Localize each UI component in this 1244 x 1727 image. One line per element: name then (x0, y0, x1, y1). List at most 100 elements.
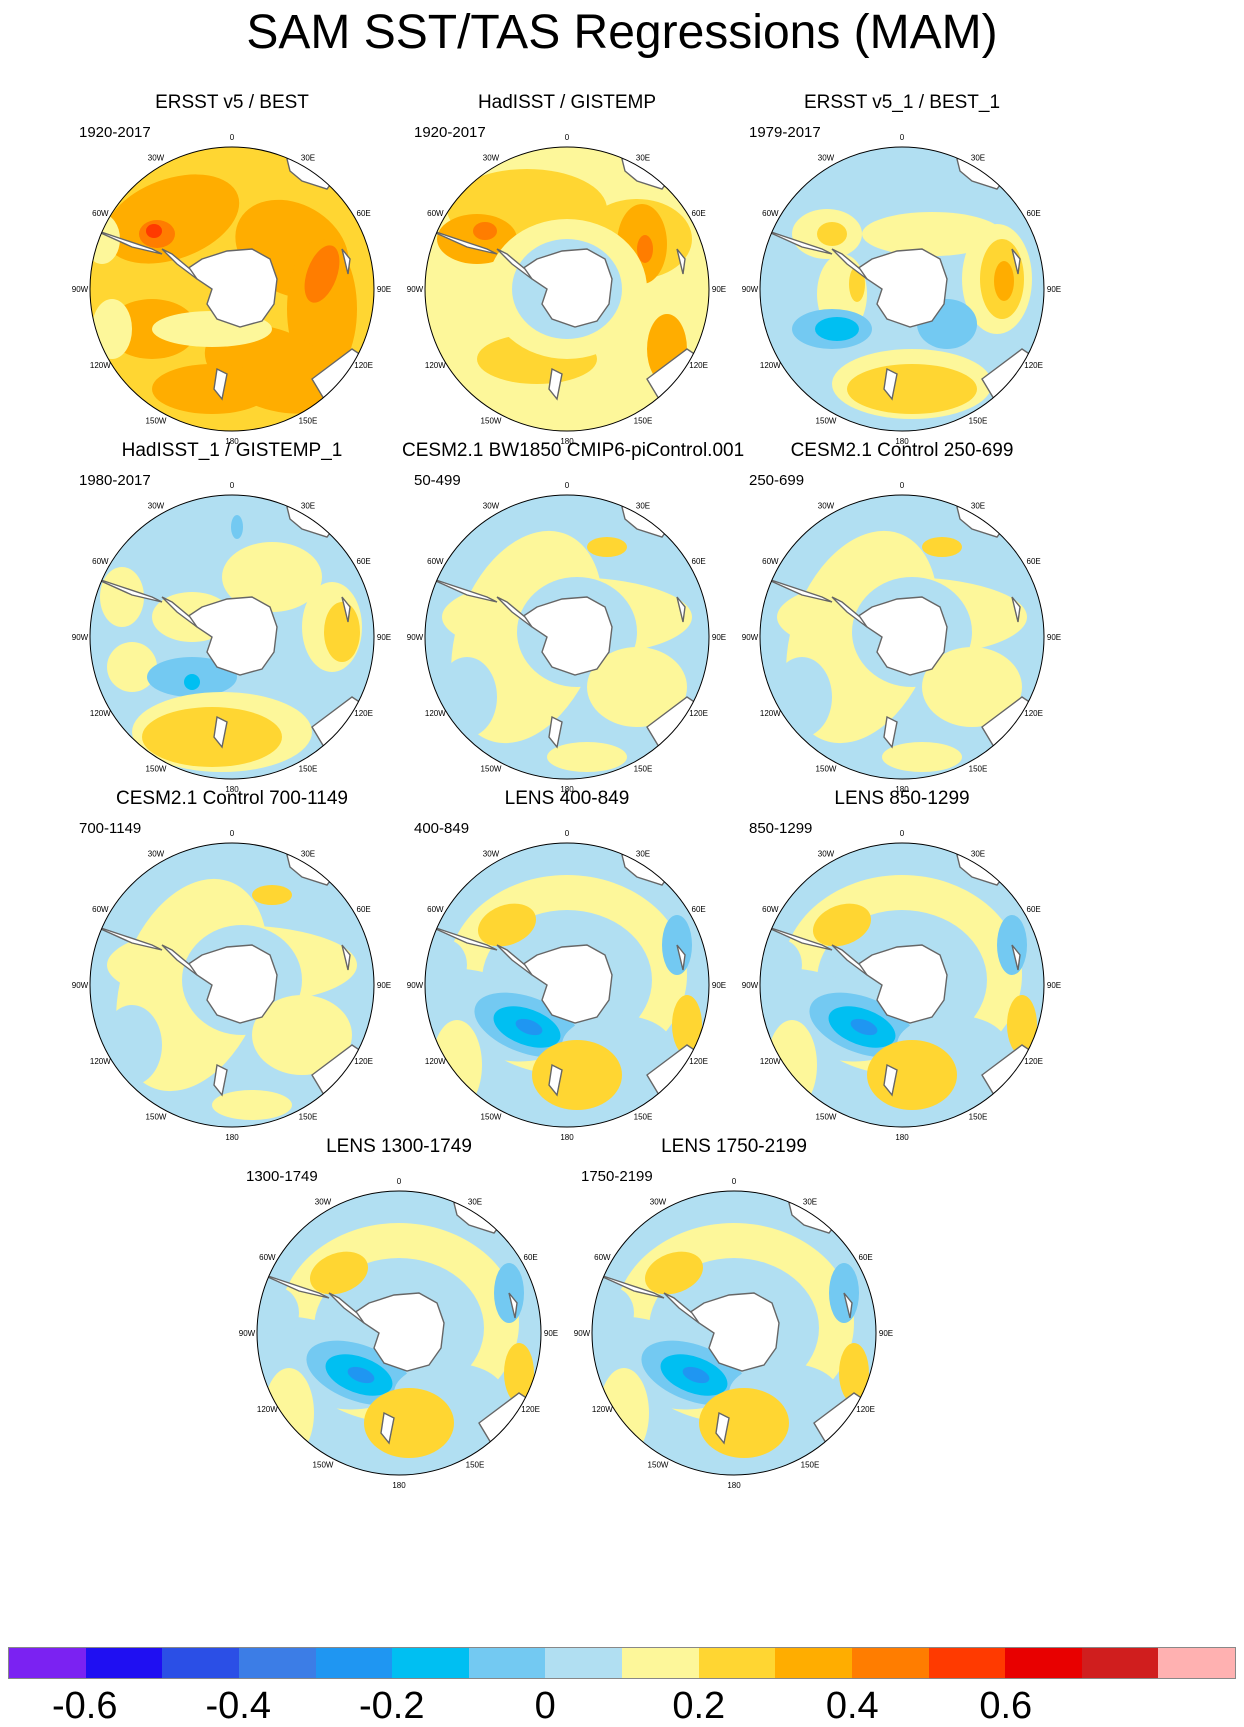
shading-region (252, 885, 292, 905)
longitude-label: 60W (92, 557, 109, 566)
coastline (883, 715, 898, 749)
colorbar-segment (1081, 1648, 1159, 1678)
longitude-label: 0 (230, 133, 235, 142)
longitude-label: 180 (895, 437, 909, 446)
longitude-label: 120W (760, 709, 781, 718)
longitude-label: 150W (481, 1113, 502, 1122)
colorbar-segment (851, 1648, 929, 1678)
longitude-label: 90W (72, 285, 89, 294)
longitude-label: 150W (481, 765, 502, 774)
longitude-label: 30E (636, 153, 650, 162)
coastline (1011, 596, 1021, 623)
longitude-label: 60E (692, 557, 706, 566)
shading-region (309, 1251, 369, 1295)
longitude-label: 0 (900, 133, 905, 142)
colorbar-segment (622, 1648, 699, 1678)
longitude-label: 60W (427, 557, 444, 566)
longitude-label: 150E (466, 1461, 485, 1470)
shading-region (477, 903, 537, 947)
coastline (520, 248, 613, 328)
longitude-label: 0 (565, 829, 570, 838)
map-border (759, 146, 1045, 432)
map-border (591, 1190, 877, 1476)
longitude-label: 120E (1024, 709, 1043, 718)
longitude-label: 60W (594, 1253, 611, 1262)
longitude-label: 120W (425, 709, 446, 718)
longitude-label: 30W (650, 1197, 667, 1206)
coastline (855, 596, 948, 676)
shading-region (473, 222, 497, 240)
map-panel: LENS 1300-1749 0 30E 60E 90E 120E 150E 180 150W 1… (234, 1136, 564, 1496)
shading-region (637, 235, 653, 263)
longitude-label: 30E (636, 501, 650, 510)
coastline (496, 596, 533, 628)
longitude-label: 90E (712, 633, 726, 642)
longitude-label: 60W (427, 905, 444, 914)
longitude-label: 60W (92, 905, 109, 914)
longitude-label: 90E (377, 285, 391, 294)
shading-region (142, 707, 282, 767)
longitude-label: 0 (230, 481, 235, 490)
map-panel: ERSST v5_1 / BEST_1 0 30E 60E 90E 120E 150E 180… (737, 92, 1067, 452)
longitude-label: 30W (148, 849, 165, 858)
coastline (91, 228, 163, 255)
longitude-label: 90E (544, 1329, 558, 1338)
longitude-label: 30E (301, 153, 315, 162)
panel-title: HadISST_1 / GISTEMP_1 (121, 440, 343, 461)
polar-map: 0 30E 60E 90E 120E 150E 180 150W 120W 90W 60W 30W (72, 133, 391, 446)
coastline (161, 944, 198, 976)
coastline (676, 248, 686, 275)
longitude-label: 60E (357, 905, 371, 914)
polar-map: 0 30E 60E 90E 120E 150E 180 150W 120W 90W 60W 30W (742, 133, 1061, 446)
shading-region (437, 214, 517, 264)
panel-title: CESM2.1 Control 700-1149 (116, 788, 348, 809)
map-border (424, 842, 710, 1128)
map-panel: CESM2.1 BW1850 CMIP6-piControl.001 0 30E 60… (402, 440, 745, 800)
colorbar-tick-label: 0.4 (825, 1685, 879, 1727)
map-panel: HadISST / GISTEMP 0 30E 60E 90E 120E 150E 180 15… (402, 92, 732, 452)
coastline (1011, 248, 1021, 275)
coastline (520, 596, 613, 676)
longitude-label: 90W (574, 1329, 591, 1338)
longitude-label: 150W (648, 1461, 669, 1470)
longitude-label: 90E (377, 633, 391, 642)
coastline (426, 228, 498, 255)
polar-map: 0 30E 60E 90E 120E 150E 180 150W 120W 90W 60W 30W (742, 829, 1061, 1142)
map-panel: LENS 1750-2199 0 30E 60E 90E 120E 150E 180 150W 1… (569, 1136, 899, 1496)
coastline (663, 1292, 700, 1324)
coastline (761, 576, 833, 603)
shading-region (222, 542, 322, 612)
colorbar-segment (928, 1648, 1006, 1678)
longitude-label: 150W (816, 765, 837, 774)
map-panel: CESM2.1 Control 250-699 0 30E 60E 90E 120E 150… (737, 440, 1067, 800)
colorbar-segment (9, 1648, 86, 1678)
panel-period: 50-499 (414, 472, 461, 489)
longitude-label: 60E (692, 905, 706, 914)
colorbar-segment (315, 1648, 393, 1678)
longitude-label: 180 (560, 785, 574, 794)
shading-region (152, 364, 272, 414)
longitude-label: 30W (818, 849, 835, 858)
panel-period: 250-699 (749, 472, 805, 489)
longitude-label: 150E (801, 1461, 820, 1470)
longitude-label: 150E (969, 1113, 988, 1122)
panel-title: CESM2.1 BW1850 CMIP6-piControl.001 (402, 440, 745, 461)
colorbar-segment (85, 1648, 163, 1678)
longitude-label: 60E (357, 557, 371, 566)
longitude-label: 60E (1027, 905, 1041, 914)
coastline (676, 596, 686, 623)
longitude-label: 90E (879, 1329, 893, 1338)
map-border (89, 146, 375, 432)
colorbar-tick-label: -0.4 (205, 1685, 271, 1727)
coastline (185, 248, 278, 328)
longitude-label: 60W (92, 209, 109, 218)
colorbar-tick-label: -0.6 (52, 1685, 118, 1727)
longitude-label: 30W (483, 501, 500, 510)
shading-region (817, 222, 847, 246)
colorbar-tick-label: -0.2 (359, 1685, 425, 1727)
longitude-label: 120E (689, 1057, 708, 1066)
shading-region (504, 1343, 534, 1403)
longitude-label: 120E (689, 361, 708, 370)
longitude-label: 60W (427, 209, 444, 218)
longitude-label: 120W (90, 709, 111, 718)
